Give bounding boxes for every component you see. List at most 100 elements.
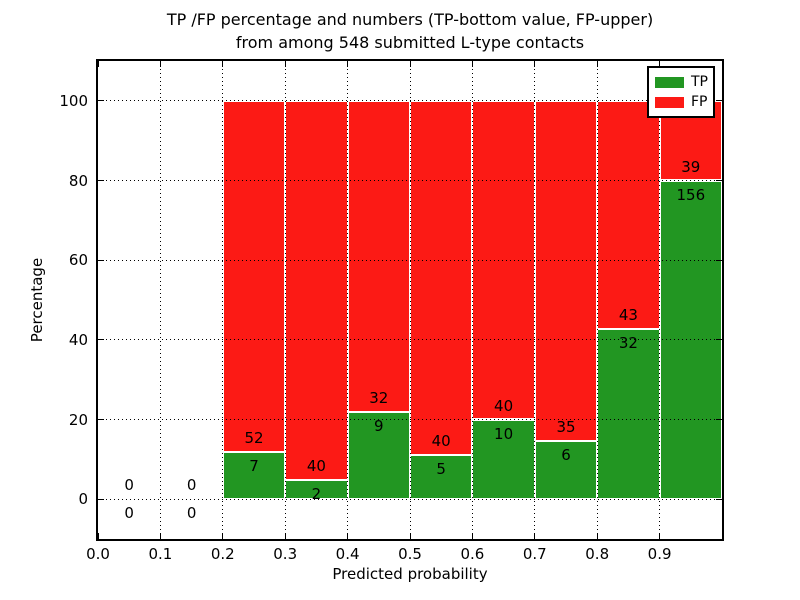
fp-count-label: 35: [556, 417, 576, 436]
x-tick-bottom: [659, 533, 661, 539]
gridline-x: [222, 61, 224, 539]
x-tick-label: 0.2: [210, 545, 235, 563]
x-tick-top: [409, 61, 411, 67]
bar-tp-segment: [597, 329, 660, 500]
y-tick-right: [716, 180, 722, 181]
x-tick-label: 0.8: [585, 545, 610, 563]
x-tick-bottom: [534, 533, 536, 539]
gridline-x: [659, 61, 661, 539]
tp-count-label: 7: [249, 456, 259, 475]
y-tick-right: [716, 498, 722, 500]
legend-label-fp: FP: [691, 94, 708, 110]
tp-count-label: 5: [436, 459, 446, 478]
x-tick-label: 0.1: [148, 545, 173, 563]
gridline-y: [98, 498, 722, 500]
tp-count-label: 156: [676, 185, 706, 204]
x-tick-label: 0.5: [398, 545, 422, 563]
gridline-y: [98, 419, 722, 420]
gridline-y: [98, 180, 722, 181]
tp-count-label: 6: [561, 445, 571, 464]
fp-count-label: 0: [186, 476, 197, 495]
x-tick-bottom: [97, 533, 99, 539]
x-tick-label: 0.6: [460, 545, 485, 563]
x-tick-label: 0.4: [335, 545, 360, 563]
fp-count-label: 40: [494, 396, 514, 415]
chart-title-line2: from among 548 submitted L-type contacts: [235, 33, 585, 52]
bar-tp-segment: [534, 440, 598, 500]
x-tick-bottom: [471, 533, 473, 539]
x-tick-top: [97, 61, 99, 67]
tp-count-label: 0: [124, 504, 134, 523]
y-tick-right: [716, 100, 722, 102]
tp-count-label: 10: [494, 424, 514, 443]
gridline-x: [347, 61, 349, 539]
y-tick-left: [98, 498, 104, 500]
x-tick-bottom: [159, 533, 161, 539]
x-tick-top: [159, 61, 161, 67]
x-tick-label: 0.3: [273, 545, 298, 563]
bar-tp-segment: [347, 411, 410, 500]
fp-count-label: 40: [306, 457, 326, 476]
gridline-x: [409, 61, 411, 539]
bar-fp-segment: [410, 100, 473, 455]
gridline-y: [98, 339, 722, 341]
bar-fp-segment: [597, 100, 660, 330]
bar-tp-segment: [222, 451, 286, 500]
gridline-x: [596, 61, 598, 539]
legend-swatch-tp: [655, 76, 684, 88]
fp-count-label: 32: [369, 388, 389, 407]
x-tick-top: [534, 61, 536, 67]
chart-title-line1: TP /FP percentage and numbers (TP-bottom…: [166, 10, 654, 29]
x-tick-bottom: [596, 533, 598, 539]
bar-fp-segment: [222, 100, 286, 452]
x-tick-label: 0.7: [522, 545, 547, 563]
bar-fp-segment: [347, 100, 410, 412]
y-tick-right: [716, 419, 722, 420]
x-tick-top: [222, 61, 224, 67]
tp-count-label: 0: [186, 504, 197, 523]
gridline-x: [471, 61, 473, 539]
y-tick-label: 0: [78, 490, 88, 509]
bar-fp-segment: [285, 100, 348, 481]
legend-entry-tp: TP: [655, 72, 708, 92]
chart-title: TP /FP percentage and numbers (TP-bottom…: [98, 8, 722, 54]
fp-count-label: 39: [681, 157, 701, 176]
x-tick-bottom: [347, 533, 349, 539]
y-tick-label: 100: [59, 91, 88, 110]
gridline-y: [98, 100, 722, 102]
legend: TP FP: [647, 66, 715, 118]
gridline-y: [98, 259, 722, 261]
y-tick-label: 80: [68, 171, 88, 190]
x-tick-top: [659, 61, 661, 67]
tp-count-label: 32: [618, 334, 638, 353]
fp-count-label: 52: [244, 428, 264, 447]
bar-fp-segment: [534, 100, 598, 441]
x-tick-bottom: [222, 533, 224, 539]
y-tick-label: 40: [68, 330, 88, 349]
y-tick-left: [98, 259, 104, 261]
legend-swatch-fp: [655, 96, 684, 108]
fp-count-label: 0: [124, 476, 134, 495]
tp-count-label: 9: [374, 416, 384, 435]
fp-count-label: 40: [431, 431, 451, 450]
y-tick-left: [98, 419, 104, 420]
x-tick-top: [284, 61, 286, 67]
bar-tp-segment: [472, 419, 535, 500]
x-tick-label: 0.9: [647, 545, 672, 563]
gridline-x: [159, 61, 161, 539]
y-tick-left: [98, 339, 104, 341]
tp-count-label: 2: [311, 485, 322, 504]
x-tick-bottom: [409, 533, 411, 539]
y-tick-right: [716, 339, 722, 341]
x-tick-bottom: [284, 533, 286, 539]
y-tick-label: 60: [68, 251, 88, 270]
bar-tp-segment: [410, 454, 473, 500]
gridline-x: [534, 61, 536, 539]
x-tick-top: [596, 61, 598, 67]
y-tick-right: [716, 259, 722, 261]
y-tick-left: [98, 100, 104, 102]
gridline-x: [284, 61, 286, 539]
x-tick-top: [471, 61, 473, 67]
